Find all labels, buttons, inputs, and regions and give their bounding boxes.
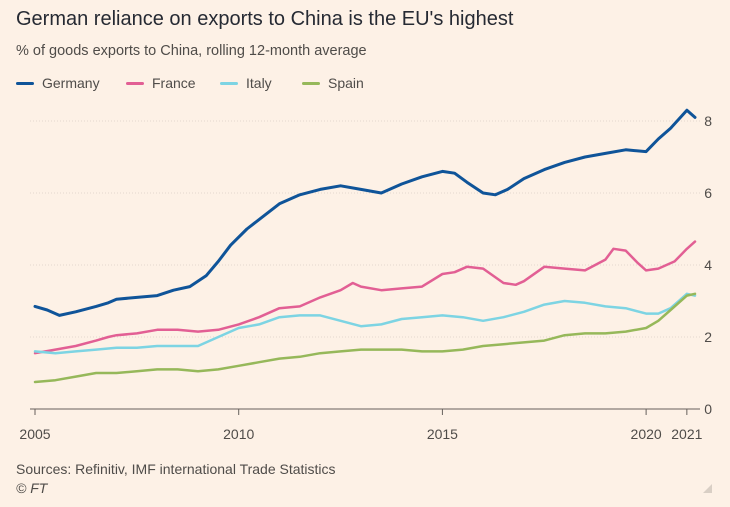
chart-source: Sources: Refinitiv, IMF international Tr…: [16, 461, 336, 477]
y-tick-label-0: 0: [704, 401, 712, 417]
y-tick-label-4: 4: [704, 257, 712, 273]
legend-swatch-france: [126, 81, 144, 85]
resize-corner-icon: [703, 484, 712, 493]
y-tick-label-6: 6: [704, 185, 712, 201]
legend-label-germany: Germany: [42, 75, 100, 91]
legend-item-germany: Germany: [16, 75, 100, 91]
series-line-france: [33, 240, 697, 355]
legend-item-italy: Italy: [220, 75, 272, 91]
legend-label-italy: Italy: [246, 75, 272, 91]
legend-label-france: France: [152, 75, 196, 91]
x-tick-label-2020: 2020: [631, 426, 662, 442]
series-line-germany: [33, 108, 697, 317]
legend-label-spain: Spain: [328, 75, 364, 91]
y-tick-label-8: 8: [704, 113, 712, 129]
legend-swatch-italy: [220, 81, 238, 85]
x-tick-label-2015: 2015: [427, 426, 458, 442]
x-tick-label-2005: 2005: [19, 426, 50, 442]
chart-title: German reliance on exports to China is t…: [16, 8, 514, 30]
legend-item-spain: Spain: [302, 75, 364, 91]
legend-swatch-spain: [302, 81, 320, 85]
series-line-italy: [33, 292, 697, 355]
series-line-spain: [33, 292, 697, 384]
legend-item-france: France: [126, 75, 196, 91]
x-tick-label-2021: 2021: [671, 426, 702, 442]
x-tick-label-2010: 2010: [223, 426, 254, 442]
y-tick-label-2: 2: [704, 329, 712, 345]
chart-subtitle: % of goods exports to China, rolling 12-…: [16, 43, 367, 59]
legend-swatch-germany: [16, 81, 34, 85]
chart-credit: © FT: [16, 480, 48, 496]
